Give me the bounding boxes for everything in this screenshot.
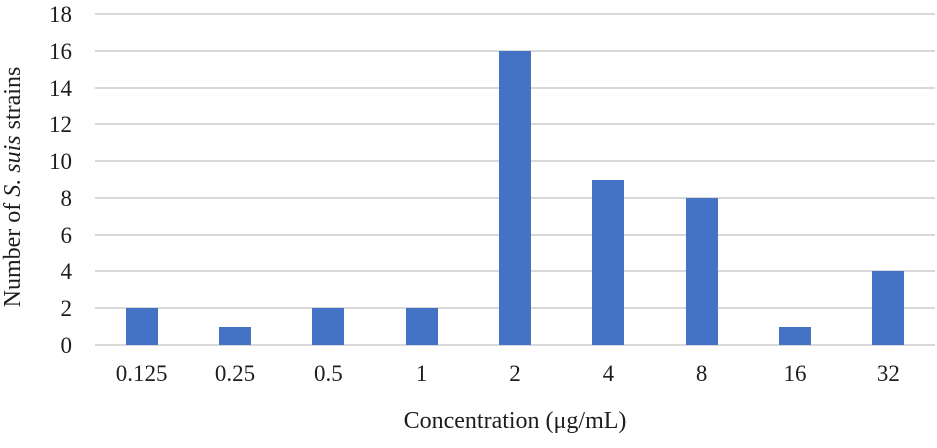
x-axis-title: Concentration (μg/mL) [403, 408, 627, 434]
y-tick-label: 10 [49, 149, 72, 175]
bar-2 [499, 50, 531, 345]
y-tick-label: 2 [60, 296, 73, 322]
gridline [95, 344, 935, 346]
x-tick-label: 1 [415, 361, 428, 386]
y-tick-label: 12 [49, 112, 72, 138]
x-tick-label: 16 [783, 361, 807, 386]
x-tick-label: 8 [695, 361, 708, 386]
bar-8 [685, 197, 718, 345]
y-tick-label: 4 [60, 259, 73, 285]
y-tick-label: 8 [60, 185, 73, 211]
y-tick-label: 18 [49, 2, 72, 27]
bar-0.25 [219, 326, 251, 345]
gridline [95, 13, 935, 15]
x-tick-label: 32 [876, 361, 900, 386]
bar-16 [779, 326, 811, 345]
y-tick-label: 0 [60, 333, 73, 358]
y-tick-label: 14 [49, 75, 72, 101]
x-tick-label: 0.25 [214, 361, 256, 386]
bar-0.5 [312, 308, 345, 345]
x-tick-label: 0.5 [313, 361, 343, 386]
y-tick-label: 6 [60, 222, 73, 248]
bar-0.125 [125, 308, 158, 345]
y-tick-label: 16 [49, 38, 72, 64]
x-tick-label: 0.125 [115, 361, 168, 386]
bar-1 [405, 308, 438, 345]
bar-4 [592, 179, 625, 345]
bar-32 [872, 271, 905, 345]
x-tick-label: 2 [509, 361, 521, 386]
x-tick-label: 4 [602, 361, 615, 386]
